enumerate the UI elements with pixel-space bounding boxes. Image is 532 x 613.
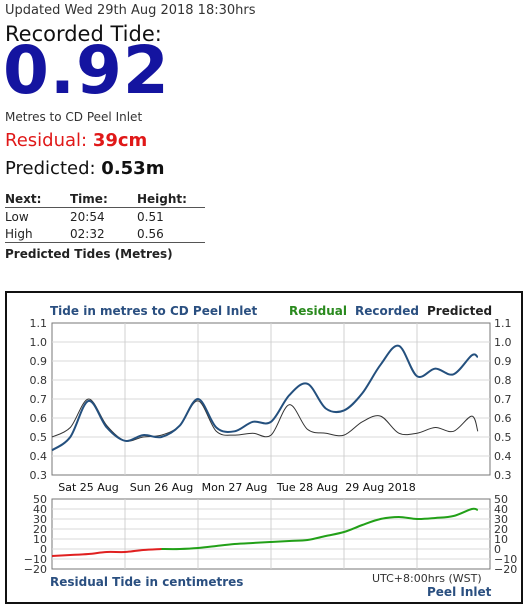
recorded-tide-label: Recorded Tide:	[5, 22, 162, 46]
legend-recorded: Recorded	[355, 304, 419, 318]
residual-positive-line	[161, 507, 479, 551]
residual-tick-label: 50	[33, 493, 47, 506]
y-tick-label: 0.6	[30, 412, 48, 425]
legend-predicted: Predicted	[427, 304, 492, 318]
residual-value: 39cm	[92, 130, 148, 151]
y-tick-label: 1.0	[30, 336, 48, 349]
table-cell: 02:32	[70, 225, 137, 243]
table-header-row: Next: Time: Height:	[5, 191, 205, 208]
tide-chart: 1.1 1.1 1.0 1.0 0.9 0.9 0.8 0.8 0.7 0.7 0.6 0.6 0.5 0…	[5, 291, 523, 604]
residual-tick-label-right: 0	[494, 543, 501, 556]
y-tick-label-right: 0.6	[494, 412, 512, 425]
chart-title: Tide in metres to CD Peel Inlet	[50, 304, 258, 318]
table-row: Low 20:54 0.51	[5, 208, 205, 226]
residual-tick-label: 20	[33, 523, 47, 536]
y-tick-label-right: 0.3	[494, 469, 512, 482]
residual-tick-label-right: 20	[494, 523, 508, 536]
y-tick-label: 1.1	[30, 317, 48, 330]
y-tick-label: 0.4	[30, 450, 48, 463]
y-tick-label-right: 0.4	[494, 450, 512, 463]
day-label: Sun 26 Aug	[130, 481, 193, 494]
residual-tick-label: −10	[24, 553, 47, 566]
y-tick-label: 0.9	[30, 355, 48, 368]
predicted-tides-caption: Predicted Tides (Metres)	[5, 247, 173, 261]
recorded-tide-value: 0.92	[3, 32, 170, 109]
table-cell: Low	[5, 210, 29, 224]
y-tick-label: 0.7	[30, 393, 48, 406]
column-header: Height:	[137, 191, 205, 208]
location-label: Peel Inlet	[427, 585, 492, 599]
column-header: Time:	[70, 191, 137, 208]
residual-label: Residual:	[5, 130, 88, 151]
column-header: Next:	[5, 191, 70, 208]
day-label: Tue 28 Aug	[276, 481, 338, 494]
residual-tick-label-right: −10	[494, 553, 517, 566]
predicted-readout: Predicted: 0.53m	[5, 158, 164, 179]
y-tick-label-right: 0.7	[494, 393, 512, 406]
residual-tick-label-right: 50	[494, 493, 508, 506]
table-cell: 20:54	[70, 210, 105, 224]
table-cell: 0.56	[137, 225, 205, 243]
day-label: Mon 27 Aug	[202, 481, 268, 494]
predicted-value: 0.53m	[101, 158, 165, 179]
y-tick-label: 0.5	[30, 431, 48, 444]
residual-tick-label: −20	[24, 563, 47, 576]
residual-tick-label: 40	[33, 503, 47, 516]
table-cell: 0.51	[137, 210, 164, 224]
residual-tick-label-right: 40	[494, 503, 508, 516]
table-cell: High	[5, 225, 70, 243]
residual-caption: Residual Tide in centimetres	[50, 575, 243, 589]
recorded-series-line	[51, 344, 479, 452]
residual-tick-label-right: 30	[494, 513, 508, 526]
y-tick-label-right: 0.9	[494, 355, 512, 368]
next-tides-table: Next: Time: Height: Low 20:54 0.51 High …	[5, 191, 205, 243]
updated-text: Updated Wed 29th Aug 2018 18:30hrs	[5, 3, 256, 18]
residual-readout: Residual: 39cm	[5, 130, 147, 151]
y-tick-label: 0.8	[30, 374, 48, 387]
timezone-label: UTC+8:00hrs (WST)	[372, 572, 482, 585]
units-text: Metres to CD Peel Inlet	[5, 110, 143, 124]
legend-residual: Residual	[289, 304, 347, 318]
day-label: 29 Aug 2018	[345, 481, 415, 494]
tide-chart-svg: 1.1 1.1 1.0 1.0 0.9 0.9 0.8 0.8 0.7 0.7 0.6 0.6 0.5 0…	[24, 304, 517, 599]
y-tick-label-right: 1.0	[494, 336, 512, 349]
residual-tick-label: 30	[33, 513, 47, 526]
day-label: Sat 25 Aug	[58, 481, 119, 494]
y-tick-label-right: 0.8	[494, 374, 512, 387]
y-tick-label: 0.3	[30, 469, 48, 482]
residual-tick-label: 0	[40, 543, 47, 556]
predicted-label: Predicted:	[5, 158, 96, 179]
residual-tick-label-right: 10	[494, 533, 508, 546]
residual-negative-line	[51, 548, 162, 557]
residual-tick-label-right: −20	[494, 563, 517, 576]
y-tick-label-right: 1.1	[494, 317, 512, 330]
table-row: High 02:32 0.56	[5, 225, 205, 243]
y-tick-label-right: 0.5	[494, 431, 512, 444]
residual-tick-label: 10	[33, 533, 47, 546]
